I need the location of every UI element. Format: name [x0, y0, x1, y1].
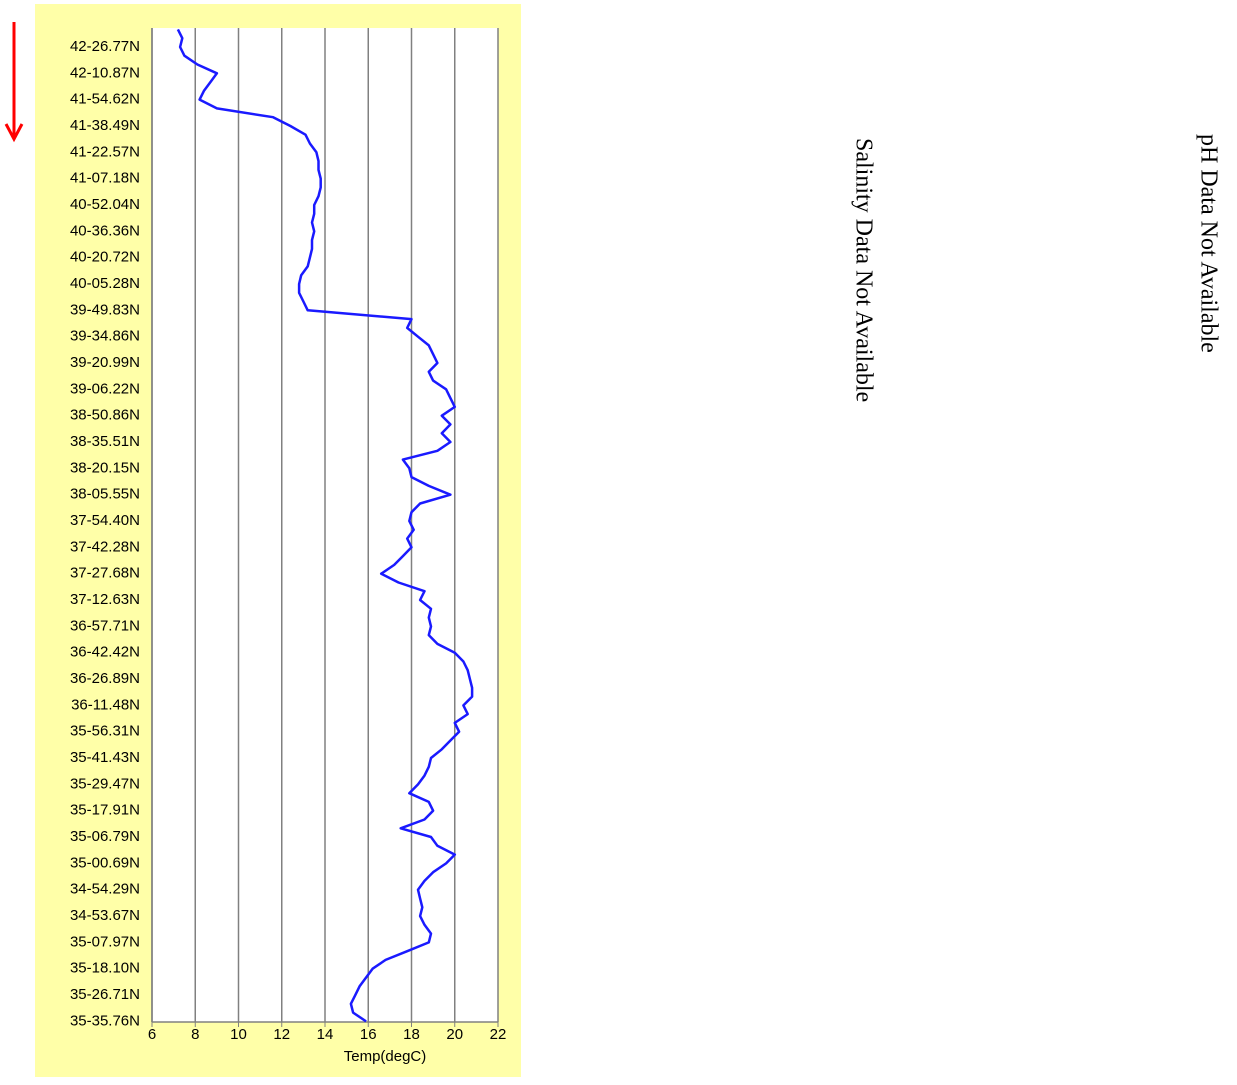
- y-tick-label: 37-27.68N: [70, 565, 140, 582]
- y-tick-label: 35-07.97N: [70, 933, 140, 950]
- y-tick-label: 42-10.87N: [70, 64, 140, 81]
- y-tick-label: 38-35.51N: [70, 433, 140, 450]
- temperature-line: [176, 28, 474, 1023]
- x-tick-label: 12: [273, 1026, 290, 1043]
- y-tick-label: 41-54.62N: [70, 91, 140, 108]
- y-tick-label: 35-41.43N: [70, 749, 140, 766]
- y-tick-label: 38-50.86N: [70, 407, 140, 424]
- y-tick-label: 36-26.89N: [70, 670, 140, 687]
- x-tick-label: 6: [148, 1026, 156, 1043]
- y-tick-label: 39-20.99N: [70, 354, 140, 371]
- x-tick-label: 8: [191, 1026, 199, 1043]
- y-tick-label: 35-17.91N: [70, 802, 140, 819]
- y-tick-label: 40-20.72N: [70, 249, 140, 266]
- y-tick-label: 41-22.57N: [70, 143, 140, 160]
- y-tick-label: 36-42.42N: [70, 644, 140, 661]
- x-tick-label: 10: [230, 1026, 247, 1043]
- y-tick-label: 34-54.29N: [70, 881, 140, 898]
- y-tick-label: 34-53.67N: [70, 907, 140, 924]
- y-tick-label: 35-18.10N: [70, 960, 140, 977]
- y-tick-label: 35-00.69N: [70, 854, 140, 871]
- y-tick-label: 39-34.86N: [70, 328, 140, 345]
- salinity-message: Salinity Data Not Available: [850, 138, 876, 402]
- y-tick-label: 36-57.71N: [70, 617, 140, 634]
- y-tick-label: 38-20.15N: [70, 459, 140, 476]
- x-axis-label: Temp(degC): [344, 1048, 427, 1065]
- y-tick-label: 41-07.18N: [70, 170, 140, 187]
- y-tick-label: 37-12.63N: [70, 591, 140, 608]
- x-tick-label: 18: [403, 1026, 420, 1043]
- ph-message: pH Data Not Available: [1195, 134, 1221, 353]
- y-tick-label: 37-42.28N: [70, 538, 140, 555]
- x-tick-label: 20: [446, 1026, 463, 1043]
- y-tick-label: 35-26.71N: [70, 986, 140, 1003]
- y-tick-label: 40-52.04N: [70, 196, 140, 213]
- y-tick-label: 40-36.36N: [70, 222, 140, 239]
- y-tick-label: 40-05.28N: [70, 275, 140, 292]
- x-tick-label: 14: [317, 1026, 334, 1043]
- y-tick-label: 35-29.47N: [70, 775, 140, 792]
- y-tick-label: 41-38.49N: [70, 117, 140, 134]
- y-tick-label: 39-49.83N: [70, 301, 140, 318]
- direction-arrow: [4, 22, 24, 143]
- y-tick-label: 35-35.76N: [70, 1012, 140, 1029]
- x-tick-label: 16: [360, 1026, 377, 1043]
- y-tick-label: 37-54.40N: [70, 512, 140, 529]
- y-tick-label: 38-05.55N: [70, 486, 140, 503]
- y-tick-label: 35-06.79N: [70, 828, 140, 845]
- y-tick-label: 36-11.48N: [71, 696, 140, 713]
- y-tick-label: 39-06.22N: [70, 380, 140, 397]
- y-tick-label: 35-56.31N: [70, 723, 140, 740]
- x-tick-label: 22: [490, 1026, 507, 1043]
- y-tick-label: 42-26.77N: [70, 38, 140, 55]
